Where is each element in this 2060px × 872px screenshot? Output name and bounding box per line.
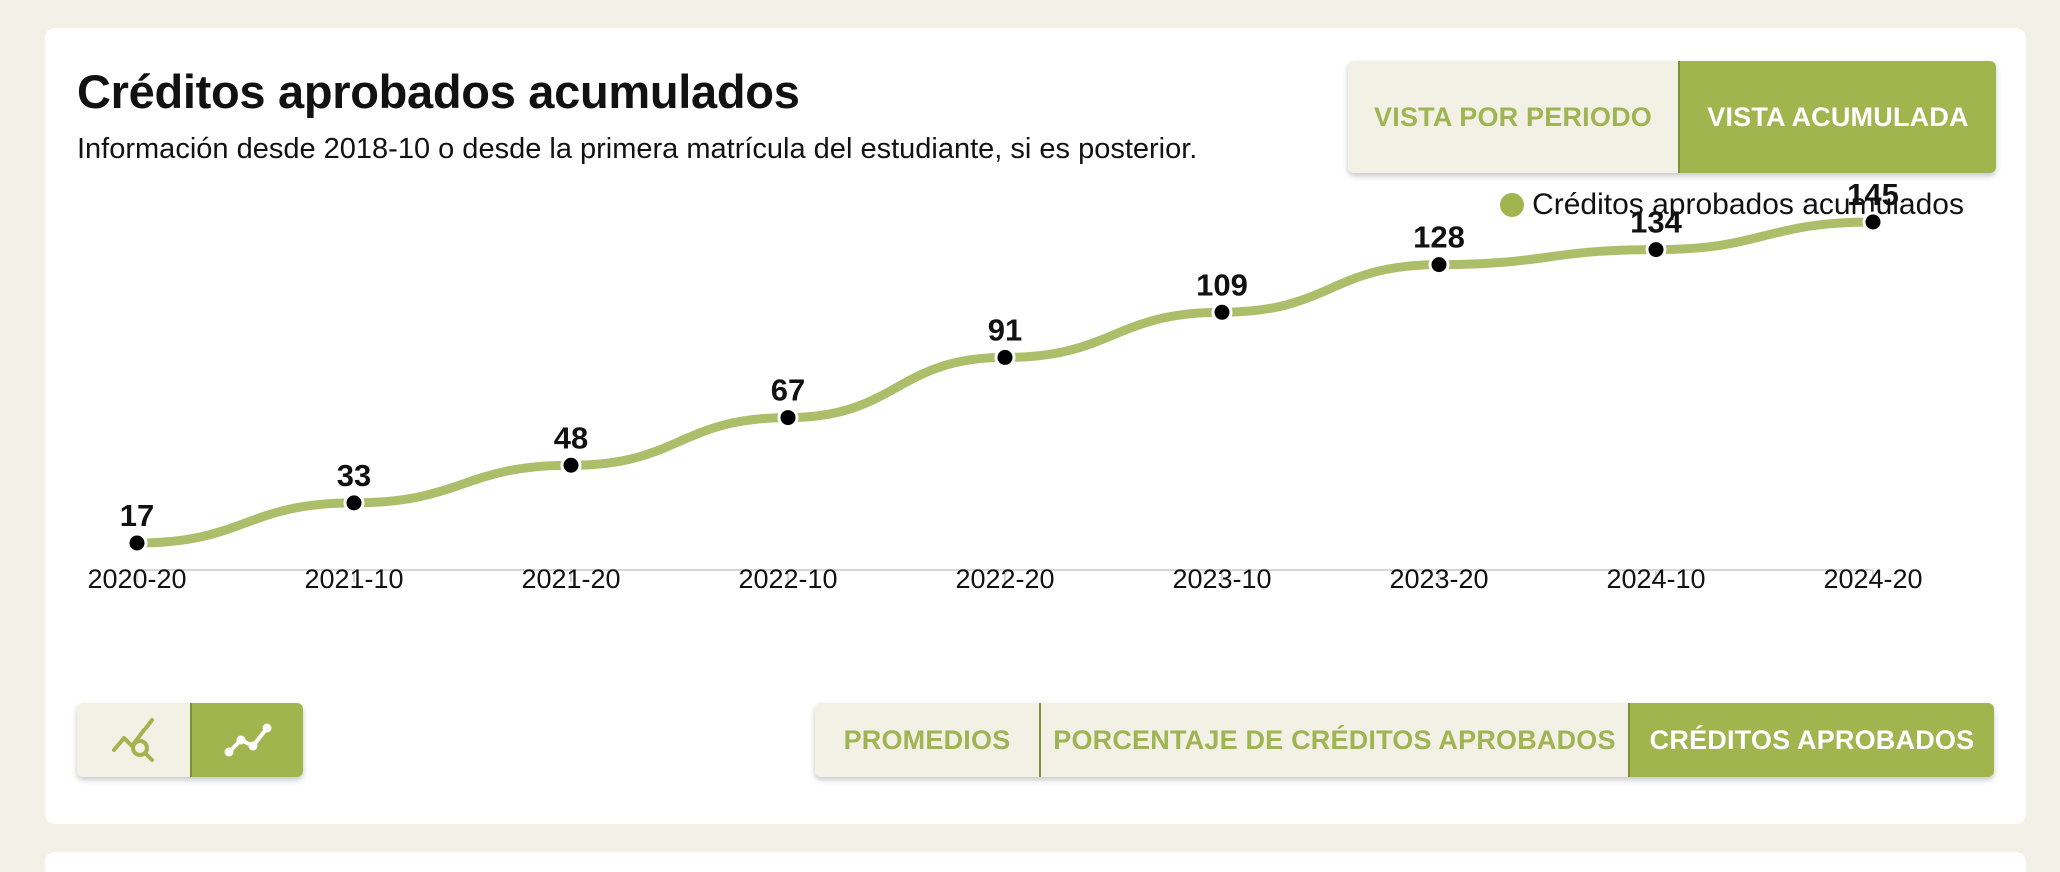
data-point xyxy=(1862,211,1884,233)
data-label: 128 xyxy=(1413,220,1465,255)
data-label: 145 xyxy=(1847,177,1899,212)
chart-title: Créditos aprobados acumulados xyxy=(77,65,800,118)
data-point xyxy=(126,532,148,554)
chart-tools xyxy=(77,703,303,777)
x-tick-label: 2020-20 xyxy=(87,564,186,594)
data-point xyxy=(777,407,799,429)
data-label: 134 xyxy=(1630,205,1682,240)
chart-legend: Créditos aprobados acumulados xyxy=(1500,188,1964,222)
data-label: 91 xyxy=(988,312,1022,347)
tab-promedios[interactable]: PROMEDIOS xyxy=(815,703,1039,777)
x-tick-label: 2024-10 xyxy=(1606,564,1705,594)
x-tick-label: 2021-10 xyxy=(304,564,403,594)
view-toggle: VISTA POR PERIODO VISTA ACUMULADA xyxy=(1348,61,1996,173)
legend-label: Créditos aprobados acumulados xyxy=(1532,188,1964,221)
cumulative-view-button[interactable]: VISTA ACUMULADA xyxy=(1678,61,1996,173)
x-tick-label: 2023-20 xyxy=(1389,564,1488,594)
x-tick-label: 2023-10 xyxy=(1172,564,1271,594)
data-point xyxy=(1645,239,1667,261)
x-tick-label: 2024-20 xyxy=(1823,564,1922,594)
tab-porcentaje-creditos[interactable]: PORCENTAJE DE CRÉDITOS APROBADOS xyxy=(1039,703,1628,777)
data-point xyxy=(994,346,1016,368)
per-period-view-button[interactable]: VISTA POR PERIODO xyxy=(1348,61,1678,173)
chart-search-icon xyxy=(111,718,154,762)
line-chart-icon xyxy=(224,723,271,757)
data-label: 67 xyxy=(771,373,805,408)
data-point xyxy=(560,454,582,476)
chart-subtitle: Información desde 2018-10 o desde la pri… xyxy=(77,133,1198,165)
series-line xyxy=(132,217,1878,548)
x-tick-label: 2021-20 xyxy=(521,564,620,594)
data-label: 109 xyxy=(1196,267,1248,302)
tab-creditos-aprobados[interactable]: CRÉDITOS APROBADOS xyxy=(1628,703,1994,777)
line-chart-button[interactable] xyxy=(190,703,303,777)
next-card xyxy=(45,852,2026,872)
chart-card: Créditos aprobados acumulados Informació… xyxy=(45,28,2026,824)
data-point xyxy=(1428,254,1450,276)
x-tick-label: 2022-10 xyxy=(738,564,837,594)
metric-tabs: PROMEDIOS PORCENTAJE DE CRÉDITOS APROBAD… xyxy=(815,703,1994,777)
line-chart: 2020-20 2021-10 2021-20 2022-10 2022-20 2023-… xyxy=(87,177,1922,594)
data-label: 17 xyxy=(120,498,154,533)
x-tick-label: 2022-20 xyxy=(955,564,1054,594)
legend-marker xyxy=(1500,193,1525,217)
data-label: 33 xyxy=(337,458,371,493)
data-point xyxy=(1211,301,1233,323)
data-label: 48 xyxy=(554,420,588,455)
chart-search-button[interactable] xyxy=(77,703,190,777)
data-point xyxy=(343,492,365,514)
